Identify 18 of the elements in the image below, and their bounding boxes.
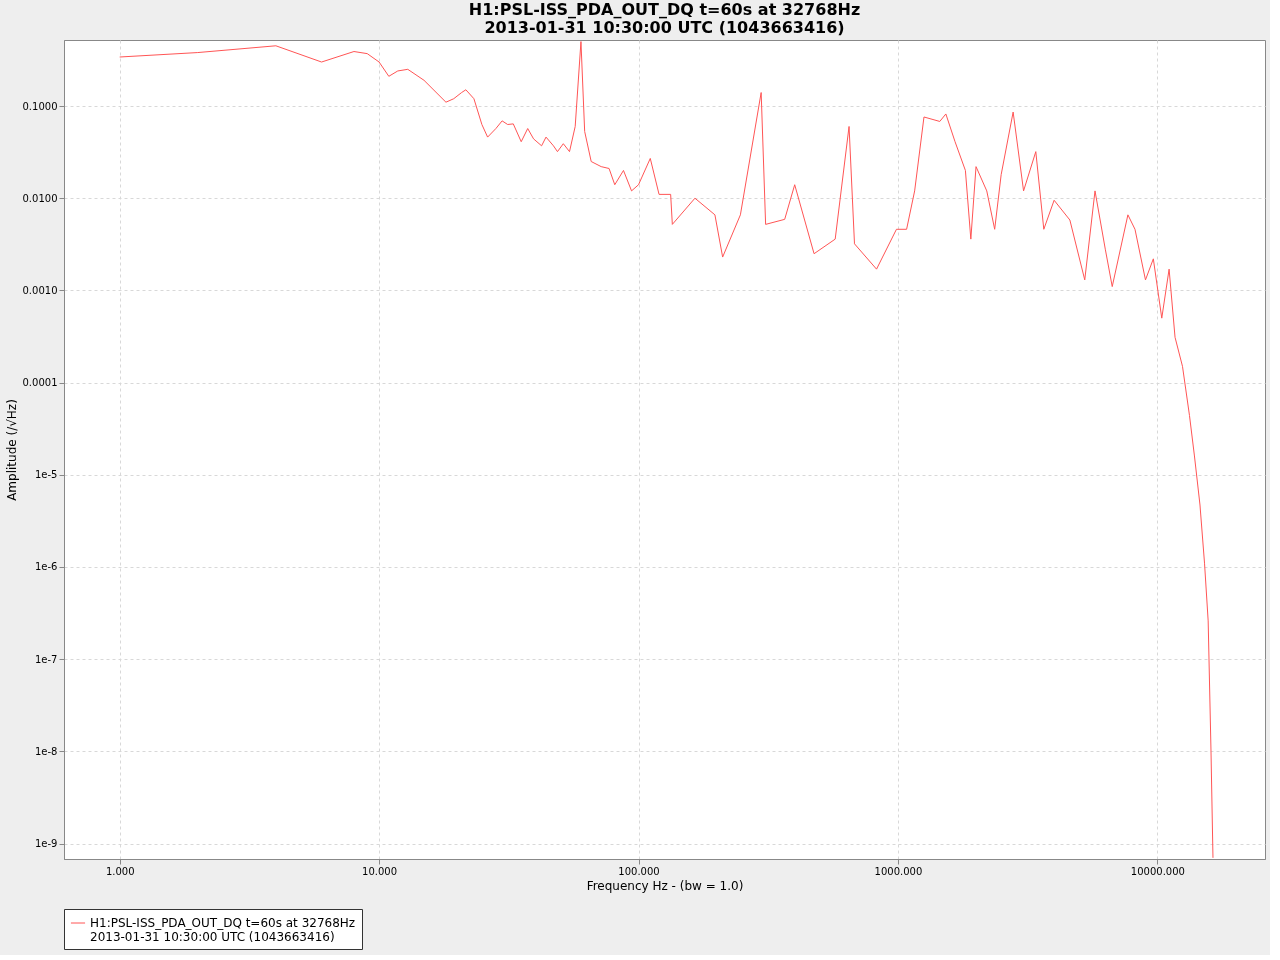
y-tick-label: 1e-5 xyxy=(35,469,58,481)
y-tick-label: 0.0001 xyxy=(22,377,58,389)
legend-label: H1:PSL-ISS_PDA_OUT_DQ t=60s at 32768Hz 2013-01-31 10:30:00 UTC (1043663416) xyxy=(90,916,356,944)
y-tick-label: 1e-9 xyxy=(35,838,58,850)
y-tick-label: 1e-6 xyxy=(35,561,58,573)
y-tick-label: 0.0010 xyxy=(22,284,58,296)
chart-title: H1:PSL-ISS_PDA_OUT_DQ t=60s at 32768Hz 2013-01-31 10:30:00 UTC (1043663416) xyxy=(468,0,861,37)
y-tick-label: 1e-7 xyxy=(35,653,58,665)
x-tick-label: 10.000 xyxy=(362,865,398,877)
x-tick-label: 100.000 xyxy=(618,865,660,877)
x-tick-label: 1000.000 xyxy=(874,865,923,877)
y-tick-label: 1e-8 xyxy=(35,745,58,757)
y-axis-title: Amplitude (/√Hz) xyxy=(4,399,19,501)
y-tick-label: 0.0100 xyxy=(22,192,58,204)
x-axis-title: Frequency Hz - (bw = 1.0) xyxy=(586,878,744,893)
x-tick-label: 10000.000 xyxy=(1130,865,1185,877)
y-tick-label: 0.1000 xyxy=(22,100,58,112)
x-tick-label: 1.000 xyxy=(105,865,135,877)
